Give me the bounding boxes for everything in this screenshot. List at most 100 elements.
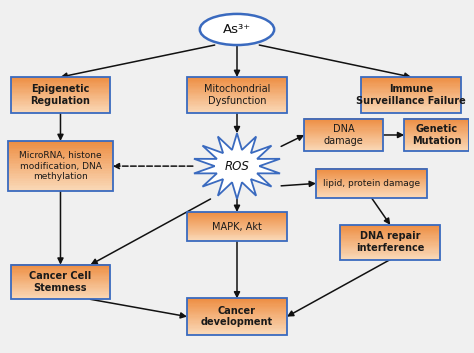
- Bar: [10, 297, 110, 298]
- Bar: [10, 291, 110, 292]
- Bar: [361, 79, 461, 81]
- Bar: [187, 88, 287, 89]
- Bar: [187, 101, 287, 102]
- Bar: [187, 106, 287, 107]
- Bar: [304, 128, 383, 130]
- Bar: [8, 189, 113, 191]
- Bar: [187, 240, 287, 241]
- Bar: [304, 134, 383, 136]
- Bar: [187, 228, 287, 229]
- Bar: [187, 325, 287, 326]
- Bar: [187, 220, 287, 221]
- Bar: [361, 94, 461, 95]
- Bar: [187, 302, 287, 303]
- Bar: [361, 110, 461, 112]
- Bar: [10, 265, 110, 267]
- Bar: [187, 83, 287, 84]
- Bar: [187, 103, 287, 105]
- Bar: [340, 225, 440, 226]
- Bar: [10, 293, 110, 295]
- Bar: [187, 220, 287, 222]
- Bar: [404, 148, 469, 149]
- Bar: [187, 223, 287, 225]
- Bar: [304, 136, 383, 137]
- Bar: [304, 140, 383, 142]
- Bar: [187, 330, 287, 331]
- Bar: [8, 162, 113, 164]
- Bar: [304, 131, 383, 133]
- Bar: [187, 216, 287, 218]
- Bar: [187, 235, 287, 237]
- Bar: [187, 305, 287, 307]
- Bar: [304, 147, 383, 148]
- Bar: [361, 90, 461, 91]
- Bar: [340, 250, 440, 251]
- Bar: [361, 85, 461, 87]
- Bar: [404, 127, 469, 128]
- Bar: [316, 177, 428, 179]
- Bar: [187, 217, 287, 219]
- Bar: [404, 133, 469, 135]
- Bar: [10, 269, 110, 270]
- Bar: [10, 267, 110, 268]
- Bar: [316, 176, 428, 178]
- Bar: [187, 219, 287, 220]
- Bar: [187, 238, 287, 239]
- Bar: [316, 189, 428, 190]
- Bar: [404, 145, 469, 147]
- Bar: [10, 112, 110, 113]
- Bar: [187, 313, 287, 314]
- Bar: [404, 139, 469, 140]
- Bar: [340, 241, 440, 242]
- Bar: [8, 178, 113, 179]
- Bar: [8, 157, 113, 160]
- Bar: [316, 170, 428, 172]
- Bar: [187, 79, 287, 81]
- Bar: [8, 173, 113, 174]
- Bar: [304, 137, 383, 138]
- Bar: [187, 303, 287, 305]
- Bar: [340, 249, 440, 250]
- Bar: [404, 126, 469, 127]
- Bar: [340, 240, 440, 241]
- Bar: [10, 82, 110, 83]
- Bar: [404, 140, 469, 142]
- Text: Genetic
Mutation: Genetic Mutation: [412, 124, 462, 146]
- Bar: [340, 231, 440, 232]
- Bar: [10, 282, 110, 283]
- Bar: [316, 174, 428, 175]
- Bar: [187, 227, 287, 229]
- Bar: [340, 229, 440, 231]
- Bar: [187, 216, 287, 217]
- Bar: [8, 181, 113, 183]
- Bar: [187, 322, 287, 324]
- Bar: [10, 85, 110, 87]
- Bar: [187, 233, 287, 234]
- Bar: [8, 148, 113, 149]
- Bar: [404, 124, 469, 125]
- Bar: [304, 129, 383, 131]
- Bar: [10, 78, 110, 79]
- Bar: [316, 168, 428, 170]
- Bar: [304, 127, 383, 128]
- Text: Cancer
development: Cancer development: [201, 306, 273, 327]
- Bar: [187, 94, 287, 95]
- Bar: [340, 258, 440, 259]
- Bar: [404, 131, 469, 133]
- Bar: [10, 274, 110, 275]
- Bar: [187, 107, 287, 108]
- Bar: [187, 96, 287, 98]
- Bar: [361, 92, 461, 94]
- Bar: [10, 92, 110, 94]
- Bar: [404, 120, 469, 122]
- Bar: [340, 246, 440, 248]
- Bar: [361, 106, 461, 107]
- Bar: [316, 195, 428, 196]
- Bar: [8, 149, 113, 151]
- Bar: [10, 273, 110, 274]
- Bar: [340, 252, 440, 254]
- Bar: [10, 83, 110, 84]
- Bar: [187, 309, 287, 311]
- Bar: [361, 84, 461, 85]
- Bar: [404, 122, 469, 124]
